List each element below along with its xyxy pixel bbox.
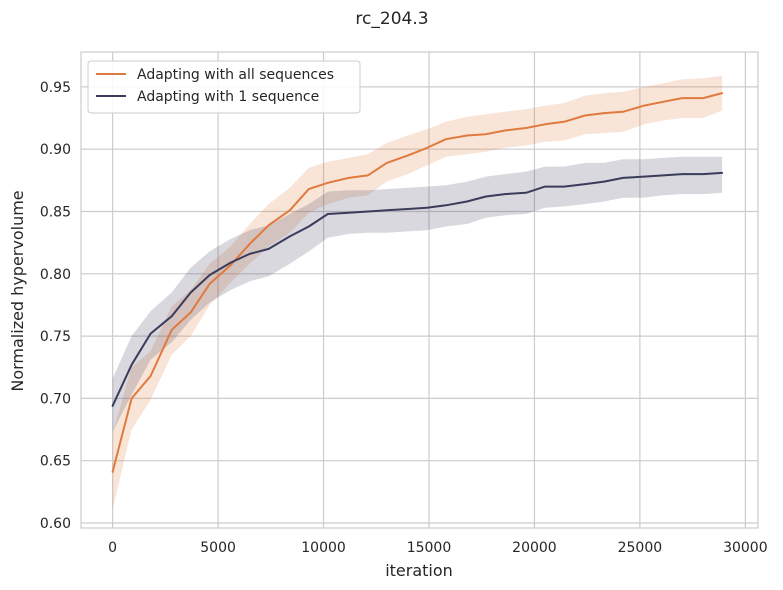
y-axis-label: Normalized hypervolume — [8, 190, 27, 391]
x-tick-label: 5000 — [200, 540, 236, 556]
band-all-sequences — [112, 75, 723, 510]
x-tick-label: 0 — [108, 540, 117, 556]
x-tick-label: 15000 — [407, 540, 452, 556]
y-tick-labels: 0.60 0.65 0.70 0.75 0.80 0.85 0.90 0.95 — [40, 80, 71, 532]
y-tick-label: 0.90 — [40, 142, 71, 158]
grid — [81, 52, 758, 528]
legend: Adapting with all sequences Adapting wit… — [87, 60, 361, 114]
plot-frame — [80, 51, 759, 529]
x-tick-label: 20000 — [512, 540, 557, 556]
y-tick-label: 0.65 — [40, 454, 71, 470]
y-tick-label: 0.70 — [40, 391, 71, 407]
x-tick-label: 25000 — [618, 540, 663, 556]
chart-title: rc_204.3 — [355, 9, 428, 29]
y-tick-label: 0.95 — [40, 80, 71, 96]
confidence-bands — [112, 75, 723, 510]
y-tick-label: 0.75 — [40, 329, 71, 345]
x-axis-label: iteration — [385, 561, 453, 580]
band-1-sequence — [112, 156, 723, 433]
y-tick-label: 0.85 — [40, 204, 71, 220]
line-all-sequences — [111, 92, 724, 473]
series-lines — [111, 92, 724, 473]
x-tick-label: 10000 — [301, 540, 346, 556]
line-1-sequence — [111, 171, 724, 407]
y-tick-label: 0.80 — [40, 267, 71, 283]
y-tick-label: 0.60 — [40, 516, 71, 532]
legend-label-all-sequences: Adapting with all sequences — [137, 67, 334, 83]
x-tick-labels: 0 5000 10000 15000 20000 25000 30000 — [108, 540, 767, 556]
x-tick-label: 30000 — [723, 540, 768, 556]
legend-box — [87, 60, 361, 114]
legend-label-1-sequence: Adapting with 1 sequence — [137, 89, 319, 105]
